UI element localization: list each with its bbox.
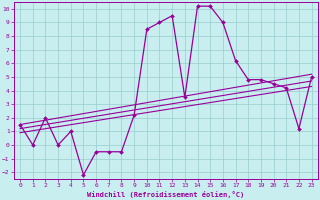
X-axis label: Windchill (Refroidissement éolien,°C): Windchill (Refroidissement éolien,°C) <box>87 191 244 198</box>
